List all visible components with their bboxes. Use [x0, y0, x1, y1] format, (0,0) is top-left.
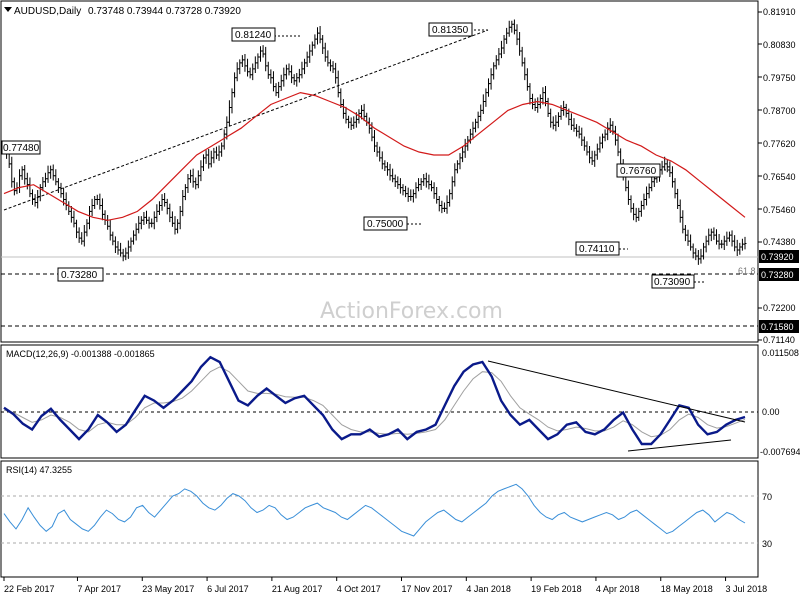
- macd-main-line: [3, 355, 746, 446]
- macd-title: MACD(12,26,9) -0.001388 -0.001865: [6, 349, 155, 359]
- svg-text:0.78700: 0.78700: [763, 106, 796, 116]
- tick: 0.81910: [758, 7, 796, 17]
- tick: 0.71140: [758, 335, 795, 345]
- watermark: ActionForex.com: [320, 299, 503, 324]
- time-label: 21 Aug 2017: [272, 584, 323, 594]
- macd-upper-trendline: [487, 360, 746, 423]
- time-axis: 22 Feb 2017 7 Apr 2017 23 May 2017 6 Jul 20…: [3, 577, 768, 594]
- macd-tick: 0.00: [762, 407, 780, 417]
- svg-text:0.76760: 0.76760: [620, 166, 657, 177]
- macd-axis: 0.011508 0.00 -0.007694: [760, 348, 800, 457]
- label-77480: 0.77480: [1, 140, 41, 155]
- price-axis: 0.81910 0.80830 0.79750 0.78700 0.77620 …: [758, 7, 799, 345]
- tick: 0.78700: [758, 106, 796, 116]
- time-label: 3 Jul 2018: [726, 584, 768, 594]
- time-label: 19 Feb 2018: [531, 584, 582, 594]
- svg-text:0.80830: 0.80830: [763, 40, 796, 50]
- label-76760: 0.76760: [616, 163, 672, 178]
- svg-text:0.79750: 0.79750: [763, 73, 796, 83]
- time-label: 7 Apr 2017: [77, 584, 121, 594]
- support-price-value: 0.73280: [761, 270, 794, 280]
- tick: 0.80830: [758, 40, 796, 50]
- current-price-tag: [759, 250, 799, 263]
- time-label: 22 Feb 2017: [4, 584, 55, 594]
- label-73280: 0.73280: [57, 267, 104, 282]
- dropdown-triangle-icon[interactable]: [4, 7, 12, 12]
- support-price-tag: [759, 268, 799, 281]
- tick: 0.77620: [758, 139, 796, 149]
- tick: 0.76540: [758, 172, 796, 182]
- rsi-tick: 70: [762, 492, 772, 502]
- rsi-panel: [0, 460, 759, 578]
- tick: 0.75460: [758, 205, 796, 215]
- label-75000: 0.75000: [363, 216, 422, 231]
- svg-text:0.73280: 0.73280: [61, 270, 98, 281]
- time-label: 6 Jul 2017: [207, 584, 249, 594]
- time-label: 4 Jan 2018: [466, 584, 511, 594]
- svg-text:0.75000: 0.75000: [367, 219, 404, 230]
- macd-tick: 0.011508: [762, 348, 799, 358]
- time-label: 17 Nov 2017: [402, 584, 453, 594]
- svg-text:0.76540: 0.76540: [763, 172, 796, 182]
- rsi-title: RSI(14) 47.3255: [6, 465, 72, 475]
- svg-text:0.75460: 0.75460: [763, 205, 796, 215]
- svg-text:0.72200: 0.72200: [763, 303, 796, 313]
- symbol-timeframe: AUDUSD,Daily: [14, 6, 81, 17]
- label-81240: 0.81240: [231, 27, 300, 42]
- svg-text:0.74380: 0.74380: [763, 237, 796, 247]
- macd-panel: [0, 344, 759, 459]
- price-annotations: 0.81240 0.81350 0.77480 0.73280 0.75000 …: [1, 22, 756, 289]
- label-81350: 0.81350: [428, 22, 488, 37]
- svg-text:0.77480: 0.77480: [3, 143, 40, 154]
- lower-support-price-value: 0.71580: [761, 322, 794, 332]
- svg-text:0.81350: 0.81350: [432, 25, 469, 36]
- lower-support-price-tag: [759, 320, 799, 333]
- label-73090: 0.73090: [651, 274, 706, 289]
- svg-text:0.81910: 0.81910: [763, 7, 796, 17]
- price-bar: [743, 236, 747, 250]
- macd-tick: -0.007694: [760, 447, 800, 457]
- trend-line: [3, 29, 489, 211]
- svg-text:0.74110: 0.74110: [579, 244, 615, 255]
- time-label: 4 Apr 2018: [596, 584, 640, 594]
- ohlc-readout: 0.73748 0.73944 0.73728 0.73920: [88, 6, 241, 17]
- label-74110: 0.74110: [575, 241, 628, 256]
- moving-average-line: [3, 91, 746, 221]
- tick: 0.72200: [758, 303, 796, 313]
- tick: 0.74380: [758, 237, 796, 247]
- fib-618-label: 61.8: [738, 266, 756, 276]
- svg-text:0.77620: 0.77620: [763, 139, 796, 149]
- time-label: 4 Oct 2017: [337, 584, 381, 594]
- time-label: 23 May 2017: [142, 584, 194, 594]
- rsi-tick: 30: [762, 539, 772, 549]
- svg-text:0.81240: 0.81240: [235, 30, 272, 41]
- svg-text:0.71140: 0.71140: [763, 335, 795, 345]
- current-price-value: 0.73920: [761, 252, 794, 262]
- rsi-line: [3, 483, 746, 537]
- tick: 0.79750: [758, 73, 796, 83]
- svg-text:0.73090: 0.73090: [654, 277, 691, 288]
- chart-header: AUDUSD,Daily 0.73748 0.73944 0.73728 0.7…: [4, 6, 241, 17]
- time-label: 18 May 2018: [661, 584, 713, 594]
- rsi-axis: 70 30: [762, 492, 772, 549]
- macd-lower-trendline: [627, 439, 732, 452]
